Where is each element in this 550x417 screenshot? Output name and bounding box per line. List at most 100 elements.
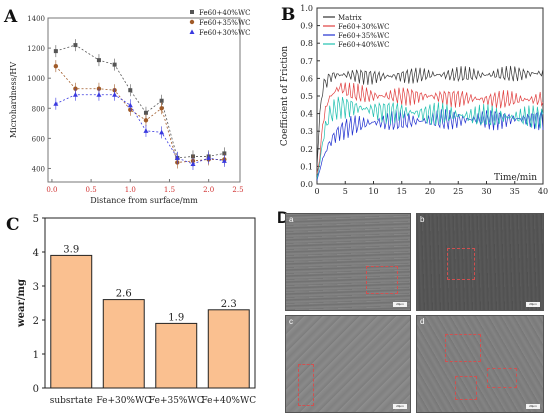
data-point [127,102,133,108]
scale-bar: 20μm [393,302,407,307]
x-axis-label: Distance from surface/mm [90,196,198,205]
y-tick-label: 0.9 [300,22,313,31]
y-tick-label: 1000 [27,75,45,83]
x-tick-label: Fe+40%WC [201,396,256,406]
legend-label: Fe60+40%WC [338,41,390,49]
wear-region-marker [366,266,398,294]
chart-microhardness: A 0.0 0.5 1.0 1.5 2.0 2.5 400 600 800 1000 1200 1400… [3,7,251,205]
data-point [159,106,164,111]
data-point [73,43,78,48]
y-tick-label: 600 [32,135,45,143]
y-tick-label: 0.3 [300,127,313,136]
data-label: 2.3 [221,299,237,310]
x-axis-label: Time/min [494,173,537,183]
y-tick-label: 0.5 [300,92,313,101]
micrograph-label: b [420,215,425,224]
legend-marker [190,10,194,14]
wear-region-marker [487,368,517,388]
y-tick-label: 0.7 [300,57,313,66]
micrograph-texture [417,316,543,412]
x-tick-label: 5 [343,187,348,196]
x-tick-label: 20 [425,187,435,196]
legend-label: Fe60+35%WC [199,19,251,27]
bar-0 [50,254,93,389]
legend-label: Matrix [338,14,362,22]
y-axis-label: Coefficient of Friction [280,46,290,146]
micrograph-texture [286,214,410,310]
y-tick-label: 3 [33,282,39,293]
scale-bar: 20μm [526,302,540,307]
legend-label: Fe60+30%WC [338,23,390,31]
data-point [73,86,78,91]
micrograph-label: c [289,317,293,326]
series-line-3 [316,96,544,179]
y-tick-label: 0.8 [300,39,313,48]
micrograph-label: a [289,215,294,224]
x-tick-label: 35 [510,187,520,196]
y-tick-label: 800 [32,105,45,113]
data-point [53,63,59,69]
legend-label: Fe60+30%WC [199,29,251,37]
micrograph-label: d [420,317,425,326]
y-axis-label: wear/mg [16,279,27,328]
micrograph-texture [417,214,543,310]
y-tick-label: 1 [33,350,39,361]
chart-friction: B 0 5 10 15 20 25 30 35 40 0.0 0.1 0.2 0.3 0.4 0.5 0.6 0.… [280,4,548,196]
y-tick-label: 0 [33,384,39,395]
scale-bar: 20μm [393,404,407,409]
plot-frame [44,217,256,389]
bar-1 [102,299,145,389]
scale-bar: 20μm [526,404,540,409]
data-point [112,92,118,97]
legend-label: Fe60+35%WC [338,32,390,40]
micrograph-c: c 20μm [285,315,411,413]
panel-label-a: A [3,7,18,27]
y-tick-label: 0.2 [300,145,313,154]
x-tick-label: 15 [397,187,407,196]
legend-marker [189,19,195,25]
y-tick-label: 1.0 [300,4,313,13]
data-point [96,58,101,63]
data-label: 2.6 [116,289,132,300]
x-tick-label: 1.5 [164,186,175,194]
data-label: 3.9 [63,244,79,255]
wear-region-marker [298,364,314,406]
micrograph-a: a 20μm [285,213,411,311]
series-line-2 [316,109,544,181]
wear-region-marker [445,334,481,362]
data-point [143,110,148,115]
data-point [174,155,180,160]
data-point [112,62,117,67]
data-point [159,98,164,103]
series-line-0 [316,65,544,167]
x-tick-label: 30 [481,187,491,196]
micrograph-d: d 20μm [416,315,544,413]
y-tick-label: 4 [33,248,39,259]
y-tick-label: 1400 [27,15,45,23]
x-tick-label: 0.0 [46,186,57,194]
y-tick-label: 2 [33,316,39,327]
series-line-1 [55,65,225,163]
x-tick-label: 25 [453,187,463,196]
bar-3 [207,309,250,389]
data-point [53,101,59,106]
bar-2 [155,322,198,389]
micrograph-panel: D a 20μm b 20μm c 20μm d 20μm [275,208,550,417]
data-point [159,129,165,135]
plot-frame [47,17,241,183]
series-line-0 [55,44,225,159]
micrograph-b: b 20μm [416,213,544,311]
data-point [72,92,78,97]
data-point [128,88,133,93]
data-point [221,158,227,163]
data-point [190,161,196,166]
data-point [222,151,227,156]
x-tick-label: 0 [314,187,319,196]
data-label: 1.9 [168,312,184,323]
data-point [53,49,58,54]
y-tick-label: 5 [33,214,39,225]
y-axis-label: Microhardness/HV [9,62,18,139]
data-point [206,155,212,160]
y-tick-label: 1200 [27,45,45,53]
y-tick-label: 0.4 [300,110,313,119]
